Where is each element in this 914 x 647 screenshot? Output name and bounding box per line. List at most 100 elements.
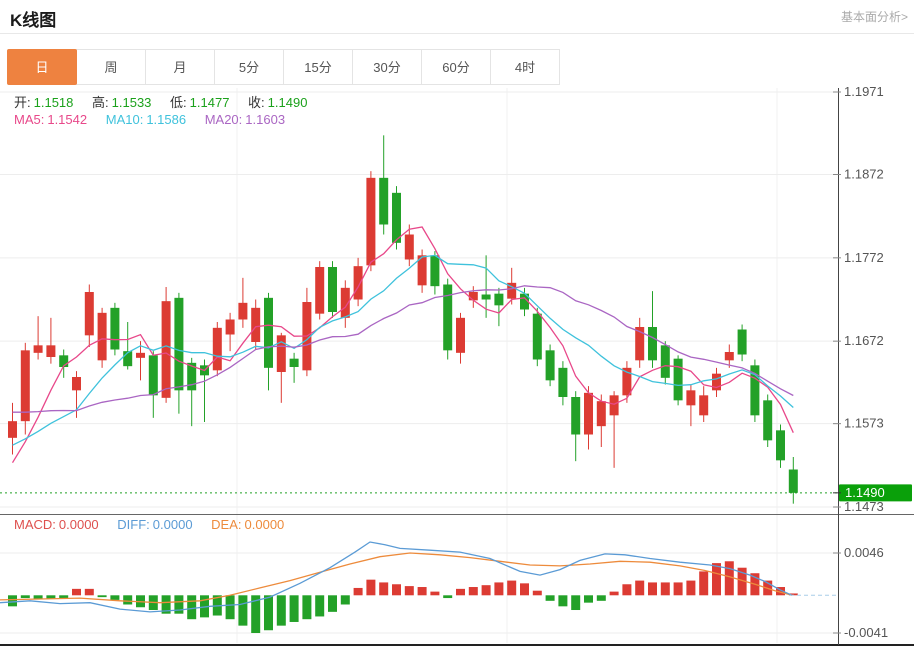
candle-body xyxy=(315,267,325,314)
candle-body xyxy=(264,297,273,368)
candle-body xyxy=(532,313,542,360)
macd-bar xyxy=(353,587,363,596)
macd-bar xyxy=(622,584,632,596)
widget-header: K线图 基本面分析> xyxy=(0,0,914,34)
macd-bar xyxy=(20,595,30,599)
candle-body xyxy=(148,355,158,396)
tab-月[interactable]: 月 xyxy=(145,49,215,85)
candle-body xyxy=(97,312,107,361)
macd-bar xyxy=(520,583,529,596)
price-tick-label: 1.1772 xyxy=(844,250,884,265)
macd-bar xyxy=(366,579,376,596)
macd-bar xyxy=(571,595,581,611)
macd-bar xyxy=(238,595,248,626)
candle-body xyxy=(545,350,555,381)
price-tick-label: 1.1971 xyxy=(844,84,884,99)
candle-body xyxy=(392,192,401,243)
tab-4时[interactable]: 4时 xyxy=(490,49,560,85)
macd-bar xyxy=(430,591,440,596)
candle-body xyxy=(699,395,709,416)
macd-bar xyxy=(110,595,120,600)
macd-bar xyxy=(737,567,747,596)
candle-body xyxy=(8,421,17,438)
macd-bar xyxy=(443,595,453,599)
tab-30分[interactable]: 30分 xyxy=(352,49,422,85)
candle-body xyxy=(110,307,120,350)
ma5-label: MA5: xyxy=(14,112,45,127)
ma5-value: 1.1542 xyxy=(47,112,88,127)
candle-body xyxy=(187,362,197,391)
candle-body xyxy=(84,292,94,336)
candle-body xyxy=(212,327,222,371)
tab-60分[interactable]: 60分 xyxy=(421,49,491,85)
macd-tick-label: 0.0046 xyxy=(844,545,884,560)
candle-body xyxy=(712,373,721,391)
macd-bar xyxy=(724,561,734,596)
candle-body xyxy=(456,317,465,353)
candle-body xyxy=(404,234,414,260)
candle-body xyxy=(366,177,376,266)
page-title: K线图 xyxy=(10,11,57,30)
candle-body xyxy=(788,469,798,493)
current-price-badge-text: 1.1490 xyxy=(845,485,885,500)
candle-body xyxy=(379,177,389,225)
ma5-line xyxy=(11,226,794,464)
ohlc-legend: 开: 1.1518 高: 1.1533 低: 1.1477 收: 1.1490 xyxy=(14,92,322,111)
candle-body xyxy=(276,335,286,372)
candle-body xyxy=(763,400,773,441)
macd-bar xyxy=(187,595,197,620)
candle-body xyxy=(776,430,785,461)
candle-body xyxy=(494,293,504,306)
macd-bar xyxy=(59,595,69,599)
close-label: 收: xyxy=(248,95,265,110)
candle-body xyxy=(417,255,427,286)
macd-bar xyxy=(251,595,261,633)
dea-value: 0.0000 xyxy=(244,517,285,532)
macd-bar xyxy=(33,595,43,599)
price-tick-label: 1.1573 xyxy=(844,416,884,431)
candle-body xyxy=(635,327,645,361)
open-value: 1.1518 xyxy=(33,95,74,110)
macd-bar xyxy=(315,595,325,617)
candle-body xyxy=(609,395,619,416)
macd-value: 0.0000 xyxy=(58,517,99,532)
tab-15分[interactable]: 15分 xyxy=(283,49,353,85)
candle-body xyxy=(673,358,683,401)
macd-bar xyxy=(392,584,401,596)
candle-body xyxy=(238,302,248,320)
candle-body xyxy=(571,397,581,435)
candle-body xyxy=(59,355,69,367)
macd-bar xyxy=(494,582,504,596)
macd-bar xyxy=(302,595,312,620)
candle-body xyxy=(750,365,760,416)
macd-bar xyxy=(660,582,670,596)
tab-日[interactable]: 日 xyxy=(7,49,77,85)
candle-body xyxy=(251,307,261,342)
macd-bar xyxy=(8,595,17,607)
dea-line xyxy=(0,552,793,604)
macd-bar xyxy=(456,588,465,596)
macd-bar xyxy=(46,595,56,599)
price-tick-label: 1.1473 xyxy=(844,499,884,514)
candle-body xyxy=(161,301,171,398)
candle-body xyxy=(289,358,299,367)
candle-body xyxy=(622,367,632,396)
candle-body xyxy=(660,345,670,378)
close-value: 1.1490 xyxy=(267,95,308,110)
candle-body xyxy=(737,329,747,355)
ma-legend: MA5: 1.1542 MA10: 1.1586 MA20: 1.1603 xyxy=(14,112,300,127)
fundamental-analysis-link[interactable]: 基本面分析> xyxy=(840,10,908,24)
candle-body xyxy=(174,297,184,391)
candle-body xyxy=(123,351,133,367)
open-label: 开: xyxy=(14,95,31,110)
macd-tick-label: -0.0041 xyxy=(844,625,888,640)
candle-body xyxy=(328,267,337,312)
candle-body xyxy=(584,392,593,435)
ma10-label: MA10: xyxy=(105,112,144,127)
candle-body xyxy=(648,327,657,361)
tab-5分[interactable]: 5分 xyxy=(214,49,284,85)
candle-body xyxy=(507,282,517,299)
macd-bar xyxy=(264,595,273,631)
